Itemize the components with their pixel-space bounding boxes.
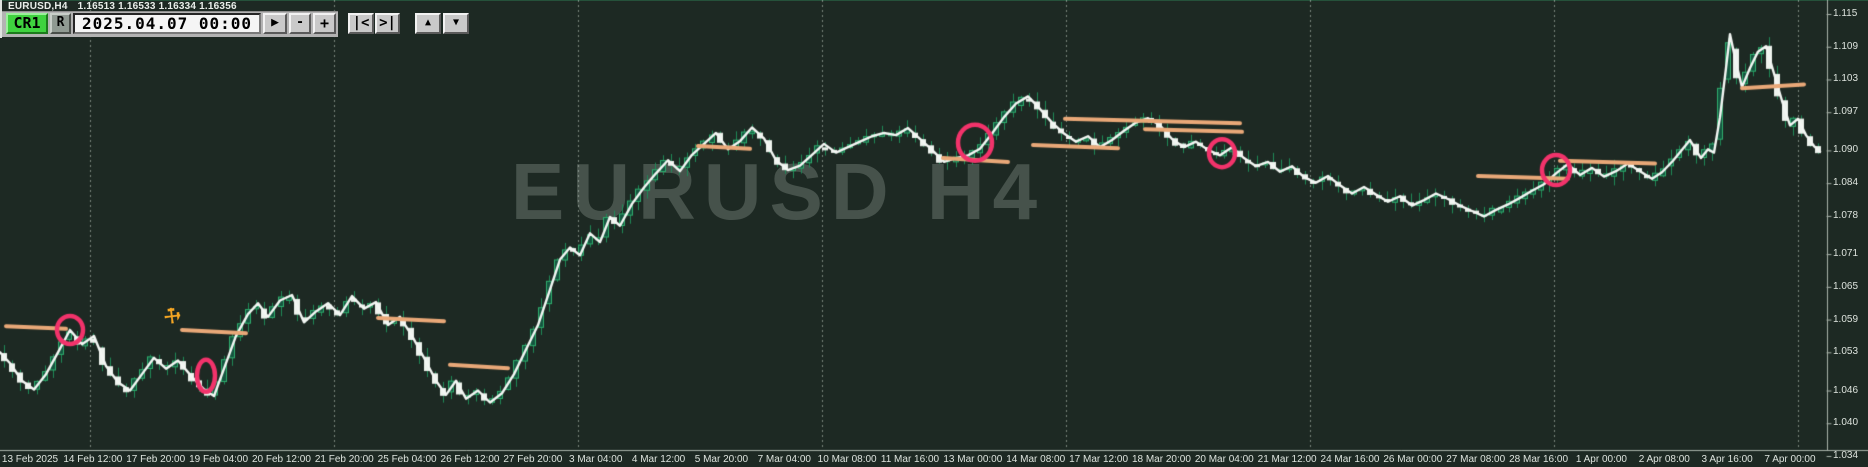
time-axis-label: 20 Feb 12:00 [251,454,311,465]
time-axis-label: 21 Mar 12:00 [1257,454,1317,465]
time-axis-label: 5 Mar 20:00 [694,454,749,465]
time-axis-label: 3 Mar 04:00 [569,454,623,465]
price-axis-label: 1.090 [1833,144,1859,156]
speed-minus-button[interactable]: - [289,13,311,34]
time-axis-label: 21 Feb 20:00 [314,454,374,465]
time-axis-label: 13 Feb 2025 [1,454,59,465]
price-axis-label: 1.034 [1833,450,1859,461]
scroll-down-button[interactable]: ▼ [443,13,469,34]
price-axis-label: 1.097 [1833,106,1859,118]
time-axis-label: 26 Feb 12:00 [440,454,500,465]
time-axis-label: 14 Feb 12:00 [63,454,123,465]
price-axis-label: 1.078 [1833,209,1859,221]
price-axis-label: 1.040 [1833,417,1859,429]
time-axis-label: 17 Mar 12:00 [1069,454,1129,465]
price-axis-label: 1.115 [1833,8,1858,19]
time-axis-label: 19 Feb 04:00 [189,454,249,465]
ohlc-quotes: 1.16513 1.16533 1.16334 1.16356 [77,1,237,12]
time-axis-label: 10 Mar 08:00 [817,454,877,465]
time-axis-label: 27 Mar 08:00 [1446,454,1506,465]
price-axis-label: 1.059 [1833,313,1859,325]
time-axis-label: 17 Feb 20:00 [126,454,186,465]
time-axis-label: 14 Mar 08:00 [1006,454,1066,465]
price-axis-label: 1.071 [1833,248,1859,260]
cr1-button[interactable]: CR1 [6,13,48,34]
time-axis-label: 24 Mar 16:00 [1320,454,1380,465]
price-axis-label: 1.046 [1833,384,1859,396]
time-axis-label: 1 Apr 00:00 [1575,454,1627,465]
time-axis-label: 26 Mar 00:00 [1383,454,1443,465]
time-axis-label: 20 Mar 04:00 [1194,454,1254,465]
step-back-button[interactable]: |< [348,13,374,34]
price-axis-label: 1.109 [1833,40,1859,52]
time-axis-label: 25 Feb 04:00 [377,454,437,465]
symbol-quote-line: EURUSD,H4 1.16513 1.16533 1.16334 1.16356 [8,1,237,12]
price-axis-label: 1.065 [1833,280,1859,292]
price-axis-label: 1.084 [1833,177,1859,189]
time-axis-label: 27 Feb 20:00 [503,454,563,465]
scroll-up-button[interactable]: ▲ [415,13,441,34]
time-axis-label: 28 Mar 16:00 [1509,454,1569,465]
time-axis-label: 18 Mar 20:00 [1131,454,1191,465]
price-axis-label: 1.053 [1833,346,1859,358]
time-axis-label: 3 Apr 16:00 [1701,454,1753,465]
time-axis-label: 13 Mar 00:00 [943,454,1003,465]
play-button[interactable]: ▶ [263,13,287,34]
time-axis-label: 11 Mar 16:00 [880,454,940,465]
r-button[interactable]: R [50,13,71,34]
time-axis-label: 2 Apr 08:00 [1638,454,1690,465]
time-axis-label: 7 Mar 04:00 [757,454,811,465]
price-axis-label: 1.103 [1833,73,1859,85]
time-axis-label: 4 Mar 12:00 [631,454,686,465]
symbol-period-label: EURUSD,H4 [8,1,68,12]
price-axis[interactable] [1826,0,1868,450]
replay-date-field[interactable]: 2025.04.07 00:00 [73,13,261,34]
step-forward-button[interactable]: >| [375,13,400,34]
time-axis-label: 7 Apr 00:00 [1764,454,1816,465]
speed-plus-button[interactable]: + [313,13,336,34]
